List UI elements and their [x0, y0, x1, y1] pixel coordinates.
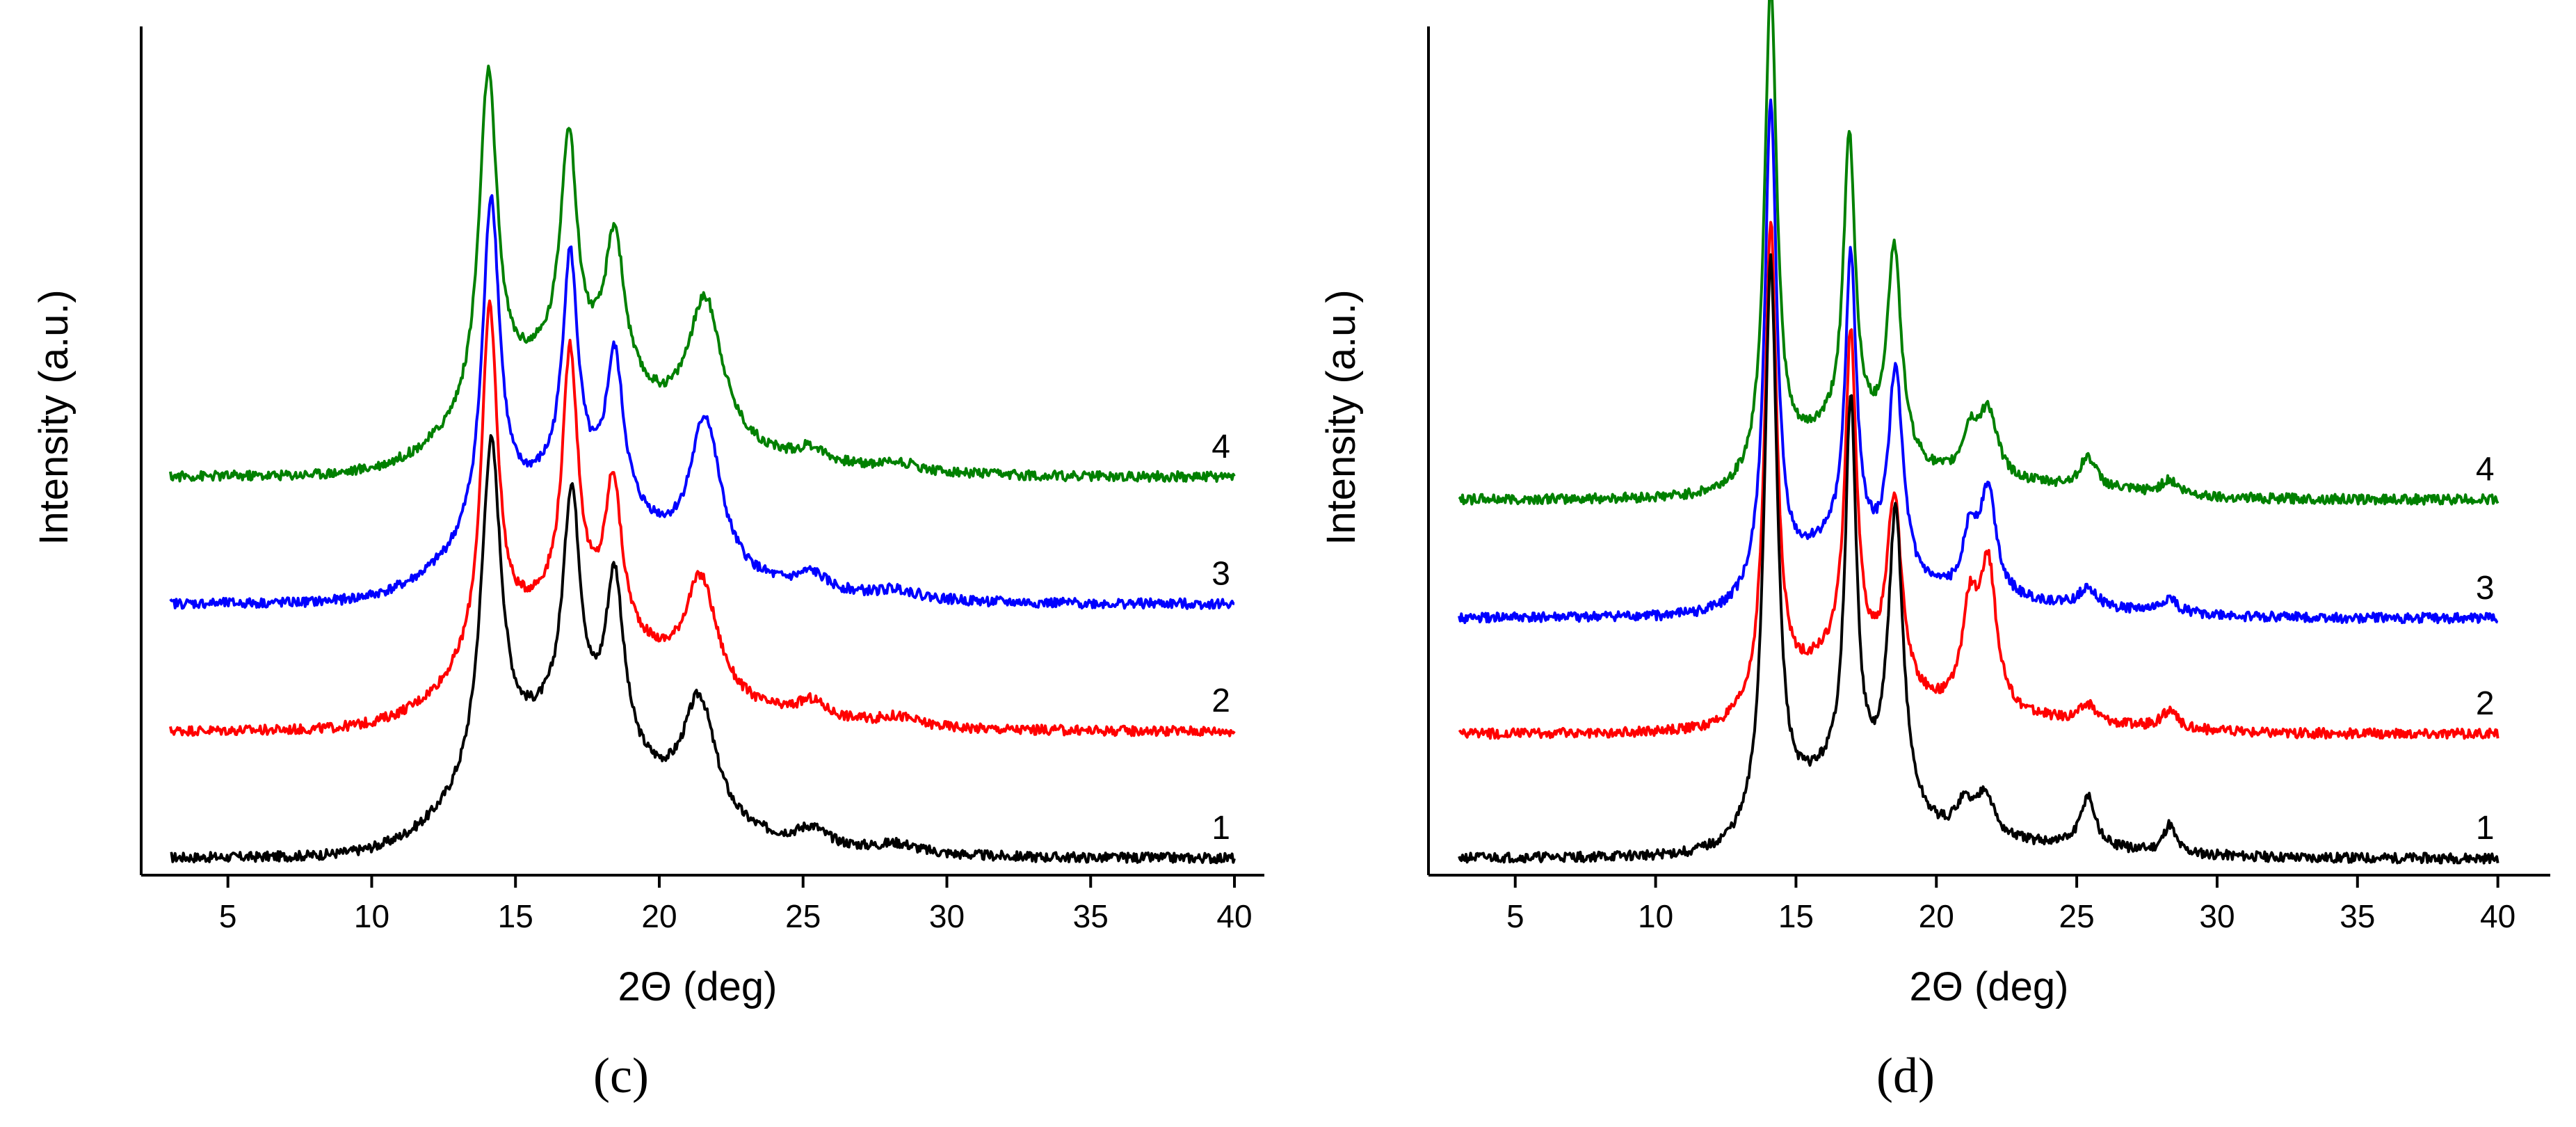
- x-tick-label: 30: [929, 898, 965, 934]
- x-tick-label: 25: [2059, 898, 2095, 934]
- x-tick-label: 20: [1919, 898, 1954, 934]
- diffraction-curves: [169, 64, 1236, 865]
- x-axis-label: 2Θ (deg): [1910, 964, 2069, 1009]
- y-axis-label: Intensity (a.u.): [31, 289, 77, 545]
- series-label-2: 2: [1211, 682, 1230, 719]
- x-tick-label: 20: [641, 898, 677, 934]
- x-tick-label: 40: [2480, 898, 2515, 934]
- y-axis-label: Intensity (a.u.): [1319, 289, 1364, 545]
- panel-caption: (d): [1876, 1048, 1935, 1103]
- x-tick-label: 25: [785, 898, 821, 934]
- x-ticks: 5 10 15 20 25 30 35 40: [1506, 875, 2515, 934]
- x-tick-label: 15: [498, 898, 533, 934]
- series-line-3: [1458, 98, 2499, 625]
- diffraction-curves: [1458, 0, 2499, 865]
- series-label-4: 4: [1211, 429, 1230, 465]
- series-line-4: [169, 64, 1236, 483]
- series-line-1: [1458, 253, 2499, 865]
- series-labels: 4 3 2 1: [1211, 429, 1230, 847]
- x-tick-label: 40: [1216, 898, 1252, 934]
- x-tick-label: 35: [2340, 898, 2375, 934]
- x-tick-label: 35: [1073, 898, 1109, 934]
- series-line-4: [1458, 0, 2499, 506]
- x-tick-label: 30: [2199, 898, 2235, 934]
- series-line-2: [169, 299, 1236, 737]
- series-line-2: [1458, 221, 2499, 740]
- panel-caption: (c): [593, 1048, 649, 1103]
- series-label-1: 1: [2476, 810, 2495, 847]
- series-label-3: 3: [1211, 555, 1230, 592]
- series-labels: 4 3 2 1: [2476, 451, 2495, 847]
- series-line-3: [169, 194, 1235, 610]
- series-label-2: 2: [2476, 685, 2495, 722]
- x-tick-label: 10: [354, 898, 389, 934]
- x-tick-label: 10: [1638, 898, 1673, 934]
- series-line-1: [170, 434, 1236, 865]
- x-ticks: 5 10 15 20 25 30 35 40: [219, 875, 1253, 934]
- series-label-4: 4: [2476, 451, 2495, 488]
- x-tick-label: 5: [1506, 898, 1524, 934]
- x-tick-label: 15: [1778, 898, 1814, 934]
- x-tick-label: 5: [219, 898, 237, 934]
- series-label-3: 3: [2476, 570, 2495, 607]
- panel-c: 5 10 15 20 25 30 35 40 4 3 2 1 2Θ (deg) Intensity …: [31, 26, 1264, 1103]
- series-label-1: 1: [1211, 810, 1230, 847]
- x-axis-label: 2Θ (deg): [618, 964, 778, 1009]
- panel-d: 5 10 15 20 25 30 35 40 4 3 2 1 2Θ (deg) Intensity …: [1319, 0, 2550, 1103]
